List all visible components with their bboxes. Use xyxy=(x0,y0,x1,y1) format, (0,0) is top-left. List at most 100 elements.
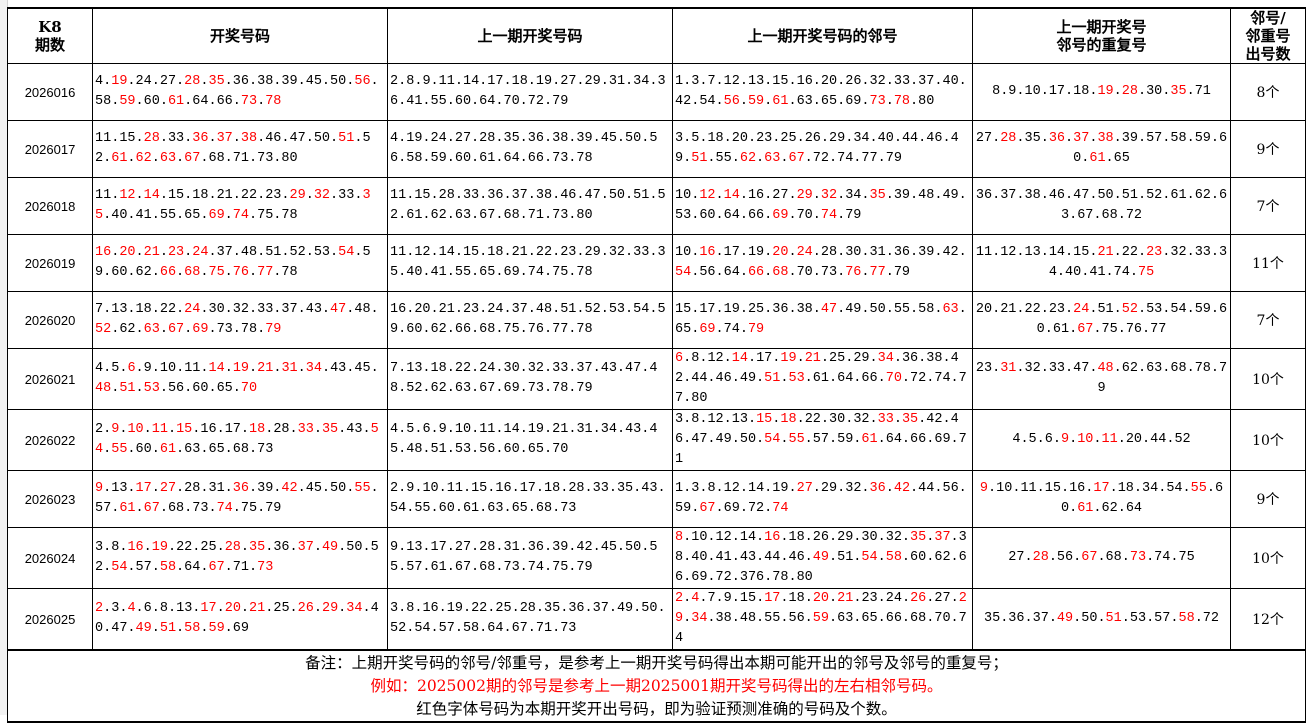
number: 51 xyxy=(560,302,577,317)
draw-numbers-cell[interactable]: 3.8.16.19.22.25.28.35.36.37.49.50.52.54.… xyxy=(92,527,388,589)
number: 53 xyxy=(608,302,626,317)
neighbors-cell[interactable]: 8.10.12.14.16.18.26.29.30.32.35.37.38.40… xyxy=(672,527,973,589)
hit-count-cell[interactable]: 7个 xyxy=(1230,177,1306,235)
number: 64 xyxy=(479,94,496,109)
period-cell[interactable]: 2026016 xyxy=(7,63,93,121)
previous-draw-cell[interactable]: 7.13.18.22.24.30.32.33.37.43.47.48.52.62… xyxy=(387,348,673,410)
draw-numbers-cell[interactable]: 11.15.28.33.36.37.38.46.47.50.51.52.61.6… xyxy=(92,120,388,178)
hit-count-cell[interactable]: 10个 xyxy=(1230,409,1306,471)
header-hit-count[interactable]: 邻号/邻重号 出号数 xyxy=(1230,7,1306,64)
hit-number: 37 xyxy=(216,131,233,146)
number: 71 xyxy=(232,560,249,575)
neighbor-repeats-cell[interactable]: 23.31.32.33.47.48.62.63.68.78.79 xyxy=(972,348,1231,410)
number: 50 xyxy=(313,131,331,146)
draw-numbers-cell[interactable]: 4.5.6.9.10.11.14.19.21.31.34.43.45.48.51… xyxy=(92,348,388,410)
period-cell[interactable]: 2026018 xyxy=(7,177,93,235)
number: 13 xyxy=(111,302,128,317)
hit-number: 20 xyxy=(119,245,136,260)
hit-count-cell[interactable]: 12个 xyxy=(1230,588,1306,651)
previous-draw-cell[interactable]: 2.9.10.11.15.16.17.18.28.33.35.43.54.55.… xyxy=(387,470,673,528)
neighbor-repeats-cell[interactable]: 9.10.11.15.16.17.18.34.54.55.60.61.62.64 xyxy=(972,470,1231,528)
period-cell[interactable]: 2026024 xyxy=(7,527,93,589)
number: 49 xyxy=(616,601,634,616)
neighbor-repeats-cell[interactable]: 20.21.22.23.24.51.52.53.54.59.60.61.67.7… xyxy=(972,291,1231,349)
previous-draw-cell[interactable]: 9.13.17.27.28.31.36.39.42.45.50.55.57.61… xyxy=(387,527,673,589)
neighbor-repeats-cell[interactable]: 35.36.37.49.50.51.53.57.58.72 xyxy=(972,588,1231,651)
draw-numbers-cell[interactable]: 2.3.4.6.8.13.17.20.21.25.26.29.34.40.47.… xyxy=(92,588,388,651)
neighbors-cell[interactable]: 10.16.17.19.20.24.28.30.31.36.39.42.54.5… xyxy=(672,234,973,292)
draw-numbers-cell[interactable]: 7.13.18.22.24.30.32.33.37.43.47.48.52.62… xyxy=(92,291,388,349)
hit-count-cell[interactable]: 8个 xyxy=(1230,63,1306,121)
neighbors-cell[interactable]: 1.3.7.12.13.15.16.20.26.32.33.37.40.42.5… xyxy=(672,63,973,121)
period-cell[interactable]: 2026017 xyxy=(7,120,93,178)
number: 45 xyxy=(305,74,322,89)
draw-numbers-cell[interactable]: 4.19.24.27.28.35.36.38.39.45.50.56.58.59… xyxy=(92,63,388,121)
number: 72 xyxy=(1125,208,1143,223)
number: 72 xyxy=(1202,611,1219,626)
previous-draw-cell[interactable]: 3.8.16.19.22.25.28.35.36.37.49.50.52.54.… xyxy=(387,588,673,651)
previous-draw-cell[interactable]: 4.19.24.27.28.35.36.38.39.45.50.56.58.59… xyxy=(387,120,673,178)
neighbors-cell[interactable]: 1.3.8.12.14.19.27.29.32.36.42.44.56.59.6… xyxy=(672,470,973,528)
header-period[interactable]: K8 期数 xyxy=(7,7,93,64)
hit-number: 61 xyxy=(861,432,878,447)
hit-number: 67 xyxy=(788,151,805,166)
neighbor-repeats-cell[interactable]: 8.9.10.17.18.19.28.30.35.71 xyxy=(972,63,1231,121)
previous-draw-cell[interactable]: 11.15.28.33.36.37.38.46.47.50.51.52.61.6… xyxy=(387,177,673,235)
neighbors-cell[interactable]: 3.5.18.20.23.25.26.29.34.40.44.46.49.51.… xyxy=(672,120,973,178)
number: 78 xyxy=(1194,361,1211,376)
draw-numbers-cell[interactable]: 2.9.10.11.15.16.17.18.28.33.35.43.54.55.… xyxy=(92,409,388,471)
hit-count-cell[interactable]: 10个 xyxy=(1230,348,1306,410)
number: 25 xyxy=(829,351,846,366)
period-cell[interactable]: 2026020 xyxy=(7,291,93,349)
neighbors-cell[interactable]: 2.4.7.9.15.17.18.20.21.23.24.26.27.29.34… xyxy=(672,588,973,651)
neighbor-repeats-cell[interactable]: 36.37.38.46.47.50.51.52.61.62.63.67.68.7… xyxy=(972,177,1231,235)
neighbors-cell[interactable]: 15.17.19.25.36.38.47.49.50.55.58.63.65.6… xyxy=(672,291,973,349)
neighbors-cell[interactable]: 10.12.14.16.27.29.32.34.35.39.48.49.53.6… xyxy=(672,177,973,235)
number: 24 xyxy=(479,361,496,376)
number: 28 xyxy=(820,245,838,260)
notes-cell[interactable]: 备注：上期开奖号码的邻号/邻重号，是参考上一期开奖号码得出本期可能开出的邻号及邻… xyxy=(7,649,1306,723)
period-cell[interactable]: 2026021 xyxy=(7,348,93,410)
hit-count-cell[interactable]: 7个 xyxy=(1230,291,1306,349)
neighbor-repeats-cell[interactable]: 4.5.6.9.10.11.20.44.52 xyxy=(972,409,1231,471)
number: 70 xyxy=(503,94,520,109)
period-cell[interactable]: 2026019 xyxy=(7,234,93,292)
header-neighbors[interactable]: 上一期开奖号码的邻号 xyxy=(672,7,973,64)
previous-draw-cell[interactable]: 16.20.21.23.24.37.48.51.52.53.54.59.60.6… xyxy=(387,291,673,349)
draw-numbers-cell[interactable]: 16.20.21.23.24.37.48.51.52.53.54.59.60.6… xyxy=(92,234,388,292)
hit-count-cell[interactable]: 11个 xyxy=(1230,234,1306,292)
period-cell[interactable]: 2026023 xyxy=(7,470,93,528)
number: 2 xyxy=(95,422,104,437)
header-draw-numbers[interactable]: 开奖号码 xyxy=(92,7,388,64)
number: 42 xyxy=(942,245,959,260)
previous-draw-cell[interactable]: 4.5.6.9.10.11.14.19.21.31.34.43.45.48.51… xyxy=(387,409,673,471)
period-cell[interactable]: 2026022 xyxy=(7,409,93,471)
period-cell[interactable]: 2026025 xyxy=(7,588,93,651)
number: 16 xyxy=(422,601,439,616)
number: 56 xyxy=(788,611,805,626)
previous-draw-cell[interactable]: 2.8.9.11.14.17.18.19.27.29.31.34.36.41.5… xyxy=(387,63,673,121)
hit-number: 51 xyxy=(764,371,781,386)
hit-number: 18 xyxy=(249,422,266,437)
draw-numbers-cell[interactable]: 9.13.17.27.28.31.36.39.42.45.50.55.57.61… xyxy=(92,470,388,528)
neighbors-cell[interactable]: 3.8.12.13.15.18.22.30.32.33.35.42.46.47.… xyxy=(672,409,973,471)
hit-count-cell[interactable]: 10个 xyxy=(1230,527,1306,589)
neighbors-cell[interactable]: 6.8.12.14.17.19.21.25.29.34.36.38.42.44.… xyxy=(672,348,973,410)
hit-count-cell[interactable]: 9个 xyxy=(1230,470,1306,528)
number: 1 xyxy=(675,481,684,496)
neighbor-repeats-cell[interactable]: 27.28.56.67.68.73.74.75 xyxy=(972,527,1231,589)
number: 77 xyxy=(861,151,878,166)
header-neighbor-repeats[interactable]: 上一期开奖号 邻号的重复号 xyxy=(972,7,1231,64)
neighbor-repeats-cell[interactable]: 27.28.35.36.37.38.39.57.58.59.60.61.65 xyxy=(972,120,1231,178)
draw-numbers-cell[interactable]: 11.12.14.15.18.21.22.23.29.32.33.35.40.4… xyxy=(92,177,388,235)
number: 55 xyxy=(454,265,472,280)
number: 69 xyxy=(503,381,520,396)
neighbor-repeats-cell[interactable]: 11.12.13.14.15.21.22.23.32.33.34.40.41.7… xyxy=(972,234,1231,292)
number: 28 xyxy=(184,481,201,496)
previous-draw-cell[interactable]: 11.12.14.15.18.21.22.23.29.32.33.35.40.4… xyxy=(387,234,673,292)
number: 11 xyxy=(975,245,993,260)
hit-number: 75 xyxy=(1137,265,1155,280)
hit-count-cell[interactable]: 9个 xyxy=(1230,120,1306,178)
header-previous-draw[interactable]: 上一期开奖号码 xyxy=(387,7,673,64)
number: 47 xyxy=(1073,361,1090,376)
